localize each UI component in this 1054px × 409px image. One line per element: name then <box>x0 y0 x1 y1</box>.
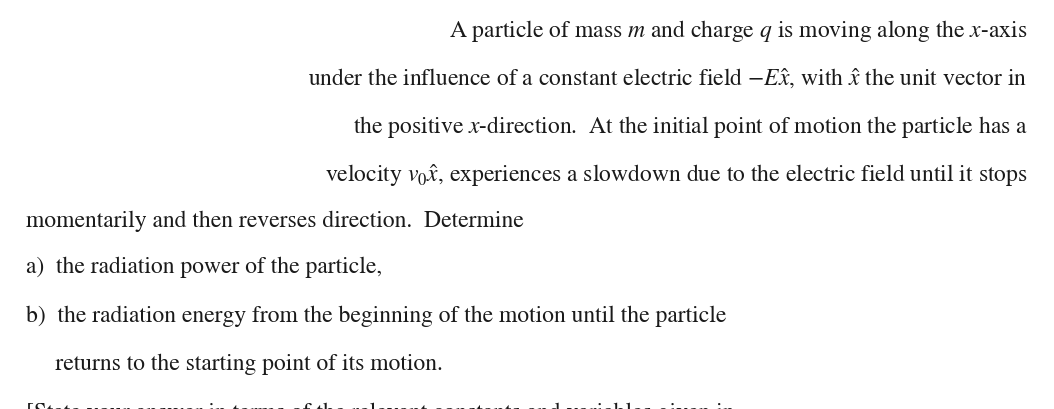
Text: returns to the starting point of its motion.: returns to the starting point of its mot… <box>26 353 444 374</box>
Text: [State your answer in terms of the relevant constants and variables given in: [State your answer in terms of the relev… <box>26 402 735 409</box>
Text: A particle of mass $m$ and charge $q$ is moving along the $x$-axis: A particle of mass $m$ and charge $q$ is… <box>449 18 1028 44</box>
Text: velocity $v_0\hat{x}$, experiences a slowdown due to the electric field until it: velocity $v_0\hat{x}$, experiences a slo… <box>325 162 1028 189</box>
Text: b)  the radiation energy from the beginning of the motion until the particle: b) the radiation energy from the beginni… <box>26 305 726 326</box>
Text: under the influence of a constant electric field $-E\hat{x}$, with $\hat{x}$ the: under the influence of a constant electr… <box>309 66 1028 91</box>
Text: the positive $x$-direction.  At the initial point of motion the particle has a: the positive $x$-direction. At the initi… <box>352 114 1028 140</box>
Text: a)  the radiation power of the particle,: a) the radiation power of the particle, <box>26 256 383 277</box>
Text: momentarily and then reverses direction.  Determine: momentarily and then reverses direction.… <box>26 210 524 231</box>
